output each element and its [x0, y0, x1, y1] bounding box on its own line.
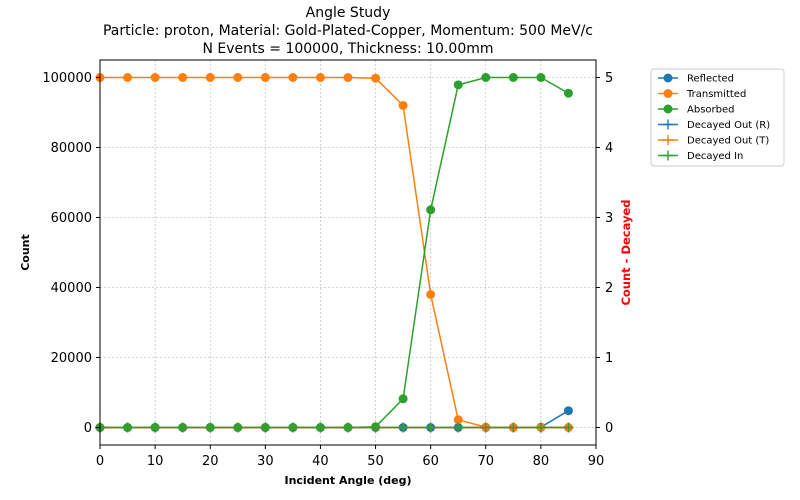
y-right-tick-label: 5 — [605, 71, 613, 86]
legend-item: Decayed In — [658, 150, 743, 162]
chart-title-line: N Events = 100000, Thickness: 10.00mm — [202, 41, 493, 57]
legend-item: Absorbed — [658, 104, 734, 116]
x-tick-label: 80 — [533, 454, 550, 469]
y-tick-label: 100000 — [42, 71, 92, 86]
series-line — [100, 76, 569, 429]
data-point — [260, 422, 271, 433]
data-point — [398, 422, 409, 433]
legend-box — [650, 68, 785, 167]
legend-marker — [663, 89, 673, 98]
data-point — [536, 73, 546, 82]
data-point — [177, 422, 188, 433]
data-point — [371, 73, 381, 83]
chart-title: Angle Study Particle: proton, Material: G… — [103, 5, 593, 57]
data-point — [123, 73, 133, 82]
legend-label: Decayed In — [687, 151, 743, 162]
data-point — [287, 422, 298, 433]
data-point — [315, 73, 325, 82]
data-point — [260, 73, 270, 82]
y-right-tick-label: 4 — [605, 141, 613, 156]
data-point — [425, 422, 436, 433]
y-axis-label: Count — [19, 234, 32, 271]
data-point — [178, 73, 188, 82]
axis-ticks: 0 10 20 30 40 50 60 70 80 90020000400006000080000… — [42, 71, 613, 469]
y-right-tick-label: 0 — [605, 421, 613, 436]
data-point — [508, 422, 519, 433]
y-right-tick-label: 3 — [605, 211, 613, 226]
legend-item: Decayed Out (R) — [658, 119, 770, 131]
x-tick-label: 40 — [312, 454, 329, 469]
data-point — [398, 101, 408, 110]
series-transmitted — [95, 73, 573, 432]
data-point — [370, 422, 381, 433]
data-point — [481, 73, 491, 82]
data-point — [150, 422, 161, 433]
data-point — [453, 80, 463, 90]
data-point — [315, 422, 326, 433]
data-point — [122, 422, 133, 433]
legend-label: Transmitted — [686, 89, 746, 100]
data-point — [205, 422, 216, 433]
series-absorbed — [95, 73, 573, 432]
series-line — [100, 410, 569, 429]
data-point — [453, 415, 463, 425]
chart-title-line: Particle: proton, Material: Gold-Plated-… — [103, 23, 593, 39]
data-point — [426, 290, 436, 299]
chart-title-line: Angle Study — [306, 5, 391, 21]
series-decayed-in — [95, 422, 574, 433]
x-axis-label: Incident Angle (deg) — [284, 474, 411, 487]
x-tick-label: 90 — [588, 454, 605, 469]
legend-label: Decayed Out (R) — [687, 120, 770, 131]
y-tick-label: 60000 — [51, 211, 92, 226]
data-point — [288, 73, 298, 82]
data-point — [205, 73, 215, 82]
legend-label: Reflected — [687, 74, 734, 85]
data-point — [343, 73, 353, 82]
x-tick-label: 0 — [96, 454, 104, 469]
legend-item: Decayed Out (T) — [658, 135, 769, 147]
y-axis-right-label: Count - Decayed — [619, 199, 633, 305]
x-tick-label: 10 — [147, 454, 164, 469]
legend-item: Transmitted — [658, 89, 746, 100]
legend-marker — [663, 73, 673, 83]
legend-label: Absorbed — [687, 105, 734, 116]
legend-marker — [663, 119, 673, 130]
data-point — [398, 394, 408, 404]
x-tick-label: 20 — [202, 454, 219, 469]
legend-marker — [663, 135, 673, 145]
data-point — [343, 422, 353, 433]
y-right-tick-label: 1 — [605, 351, 613, 366]
y-tick-label: 40000 — [51, 281, 92, 296]
x-tick-label: 30 — [257, 454, 274, 469]
x-tick-label: 70 — [478, 454, 495, 469]
y-right-tick-label: 2 — [605, 281, 613, 296]
plot-frame — [99, 59, 597, 446]
data-point — [563, 406, 573, 416]
data-point — [453, 422, 464, 433]
y-tick-label: 80000 — [51, 141, 92, 156]
data-point — [150, 73, 160, 82]
legend-marker — [663, 104, 673, 114]
x-tick-label: 50 — [367, 454, 384, 469]
data-point — [535, 422, 546, 433]
y-tick-label: 20000 — [51, 351, 92, 366]
y-tick-label: 0 — [84, 421, 92, 436]
data-point — [508, 73, 518, 82]
legend-label: Decayed Out (T) — [687, 136, 769, 147]
legend: Reflected Transmitted Absorbed Decayed Out … — [650, 68, 785, 167]
data-point — [480, 422, 491, 433]
data-point — [563, 422, 574, 433]
data-point — [233, 73, 243, 82]
data-point — [563, 88, 573, 98]
data-point — [426, 205, 436, 215]
series-lines — [95, 73, 574, 433]
legend-marker — [663, 150, 673, 161]
series-line — [100, 76, 569, 429]
data-point — [232, 422, 243, 433]
legend-item: Reflected — [658, 73, 734, 85]
grid-lines — [99, 60, 597, 445]
x-tick-label: 60 — [422, 454, 439, 469]
